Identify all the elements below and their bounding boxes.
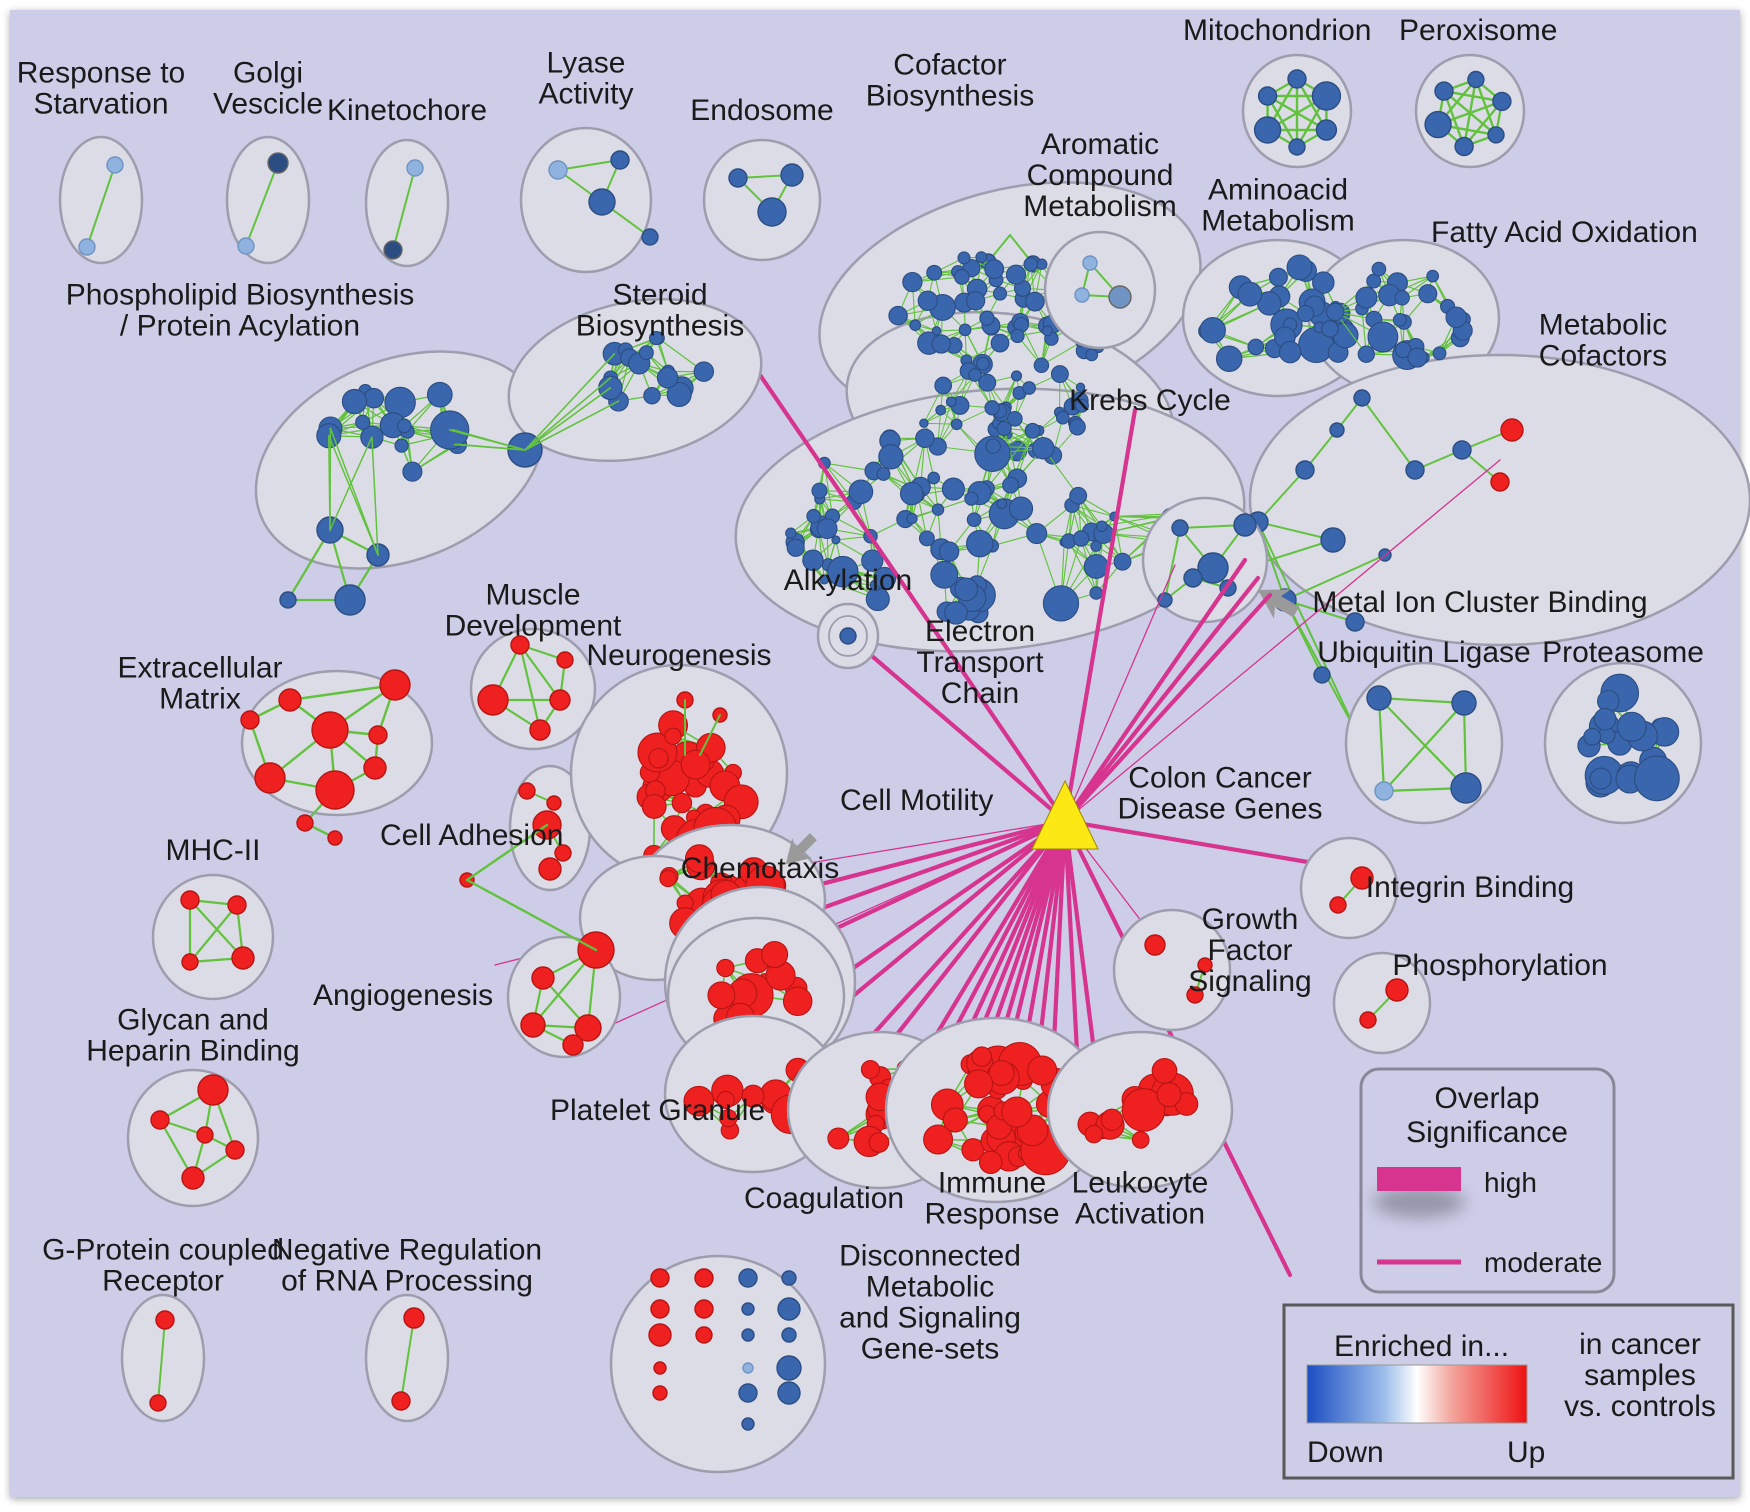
svg-text:Krebs Cycle: Krebs Cycle <box>1069 384 1231 417</box>
svg-text:Coagulation: Coagulation <box>744 1182 904 1215</box>
svg-text:Kinetochore: Kinetochore <box>327 94 487 127</box>
svg-text:Down: Down <box>1307 1436 1384 1469</box>
svg-text:Phosphorylation: Phosphorylation <box>1392 949 1607 982</box>
svg-text:Endosome: Endosome <box>690 94 833 127</box>
svg-text:Cell Adhesion: Cell Adhesion <box>380 819 563 852</box>
svg-text:Integrin Binding: Integrin Binding <box>1366 871 1574 904</box>
svg-text:moderate: moderate <box>1484 1247 1602 1278</box>
svg-text:Mitochondrion: Mitochondrion <box>1183 14 1371 47</box>
svg-text:Enriched in...: Enriched in... <box>1334 1330 1509 1363</box>
svg-text:Ubiquitin Ligase: Ubiquitin Ligase <box>1317 636 1530 669</box>
svg-text:Proteasome: Proteasome <box>1542 636 1704 669</box>
svg-text:Platelet Granule: Platelet Granule <box>550 1094 765 1127</box>
svg-text:Peroxisome: Peroxisome <box>1399 14 1557 47</box>
svg-text:Fatty Acid Oxidation: Fatty Acid Oxidation <box>1431 216 1698 249</box>
svg-text:Cell Motility: Cell Motility <box>840 784 993 817</box>
svg-text:Up: Up <box>1507 1436 1545 1469</box>
svg-text:MHC-II: MHC-II <box>166 834 261 867</box>
svg-text:Chemotaxis: Chemotaxis <box>681 852 839 885</box>
svg-text:high: high <box>1484 1167 1537 1198</box>
svg-text:Overlap: Overlap <box>1434 1082 1539 1115</box>
svg-text:Angiogenesis: Angiogenesis <box>313 979 493 1012</box>
svg-text:Metal Ion Cluster Binding: Metal Ion Cluster Binding <box>1312 586 1647 619</box>
svg-text:Significance: Significance <box>1406 1116 1568 1149</box>
svg-text:Alkylation: Alkylation <box>784 564 912 597</box>
svg-text:Neurogenesis: Neurogenesis <box>586 639 771 672</box>
